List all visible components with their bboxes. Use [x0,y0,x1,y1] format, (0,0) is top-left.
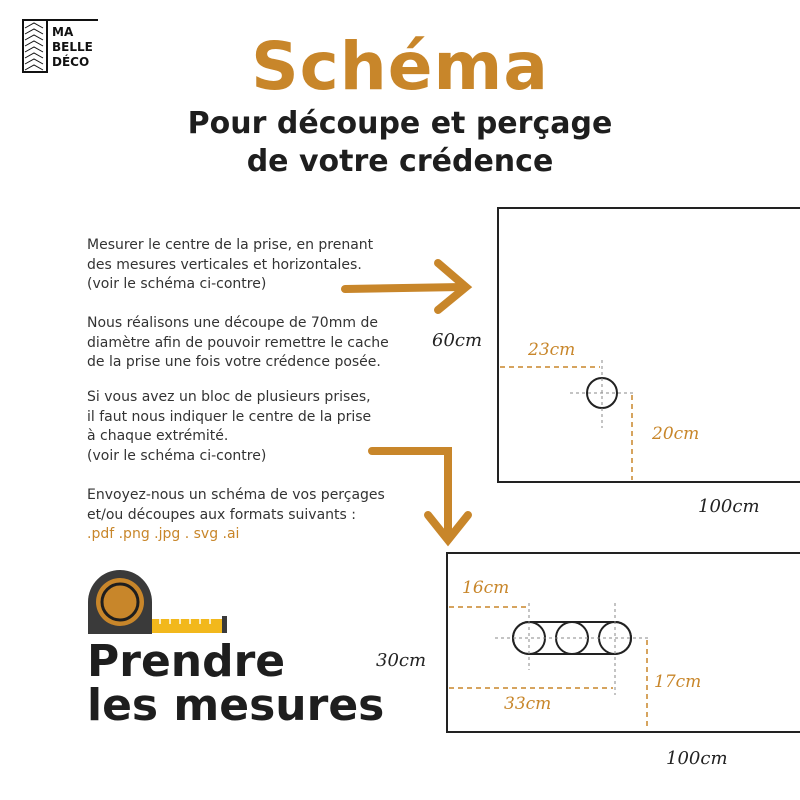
text-line: Si vous avez un bloc de plusieurs prises… [87,389,371,405]
text-line: il faut nous indiquer le centre de la pr… [87,408,372,425]
logo: MA BELLE DÉCO [22,18,98,74]
dim-height-label: 30cm [376,650,427,671]
dim-vertical-label: 17cm [654,672,702,692]
instruction-paragraph-3: Si vous avez un bloc de plusieurs prises… [87,388,371,466]
dim-height-label: 60cm [432,330,483,351]
text-line: à chaque extrémité. [87,428,229,444]
logo-line: DÉCO [52,55,90,69]
logo-line: BELLE [52,40,93,54]
diagram-socket-block [446,552,800,733]
text-line: Envoyez-nous un schéma de vos perçages [87,487,385,503]
instruction-paragraph-2: Nous réalisons une découpe de 70mm de di… [87,314,389,373]
footer-title-line: Prendre [87,636,286,687]
text-line: Mesurer le centre de la prise, en prenan… [87,237,374,253]
text-line: (voir le schéma ci-contre) [87,276,267,292]
dim-vertical-label: 20cm [652,424,700,444]
dim-width-label: 100cm [698,496,760,517]
text-line: des mesures verticales et horizontales. [87,256,362,273]
footer-title: Prendre les mesures [87,640,384,728]
logo-line: MA [52,25,74,39]
text-line: (voir le schéma ci-contre) [87,447,267,464]
text-line: diamètre afin de pouvoir remettre le cac… [87,334,389,351]
instruction-paragraph-1: Mesurer le centre de la prise, en prenan… [87,236,373,295]
file-formats: .pdf .png .jpg . svg .ai [87,526,240,542]
text-line: et/ou découpes aux formats suivants : [87,506,356,523]
subtitle-line: Pour découpe et perçage [187,106,613,141]
arrow-right-icon [341,259,473,314]
dim-width-label: 100cm [666,748,728,769]
footer-title-line: les mesures [87,680,385,731]
logo-pattern-icon [22,19,98,73]
tape-measure-icon [88,570,227,634]
dim-horizontal-label: 23cm [528,340,576,360]
dim-horizontal-first-label: 16cm [462,578,510,598]
arrow-down-icon [368,447,472,547]
instruction-paragraph-4: Envoyez-nous un schéma de vos perçages e… [87,486,385,545]
text-line: Nous réalisons une découpe de 70mm de [87,315,378,331]
subtitle-line: de votre crédence [246,144,554,179]
page-title: Schéma [251,28,549,105]
text-line: de la prise une fois votre crédence posé… [87,354,381,370]
diagram-single-socket [497,207,800,483]
dim-horizontal-last-label: 33cm [504,694,552,714]
